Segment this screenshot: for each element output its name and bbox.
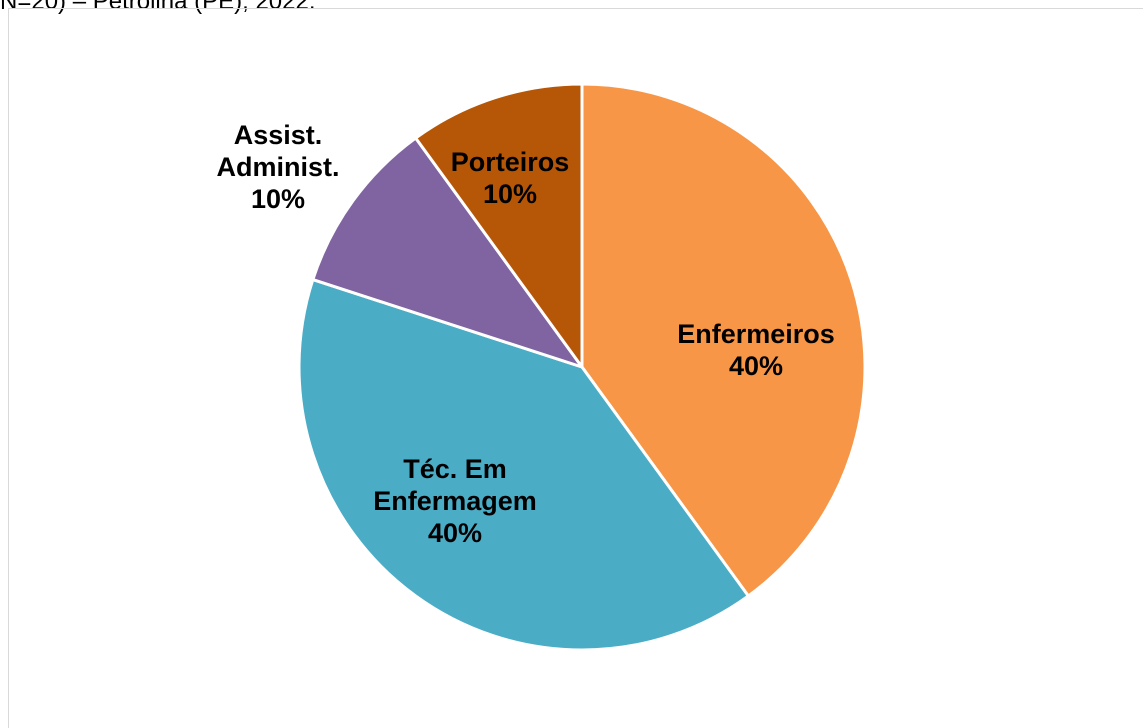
pie-slice-téc-em-enfermagem (297, 278, 750, 652)
slice-label-téc-em-enfermagem: Téc. Em Enfermagem 40% (373, 454, 537, 548)
slice-label-porteiros: Porteiros 10% (451, 147, 570, 209)
chart-caption: N=20) – Petrolina (PE), 2022. (0, 0, 316, 15)
pie-slices (297, 82, 867, 652)
slice-label-enfermeiros: Enfermeiros 40% (677, 319, 835, 381)
slice-label-assist-administ: Assist. Administ. 10% (216, 120, 339, 214)
pie-slice-assist-administ (311, 136, 584, 369)
pie-labels: Enfermeiros 40% Téc. Em Enfermagem 40% Assist… (216, 120, 834, 548)
chart-frame (8, 8, 1143, 728)
pie-slice-porteiros (414, 82, 584, 369)
pie-slice-enfermeiros (580, 82, 867, 598)
